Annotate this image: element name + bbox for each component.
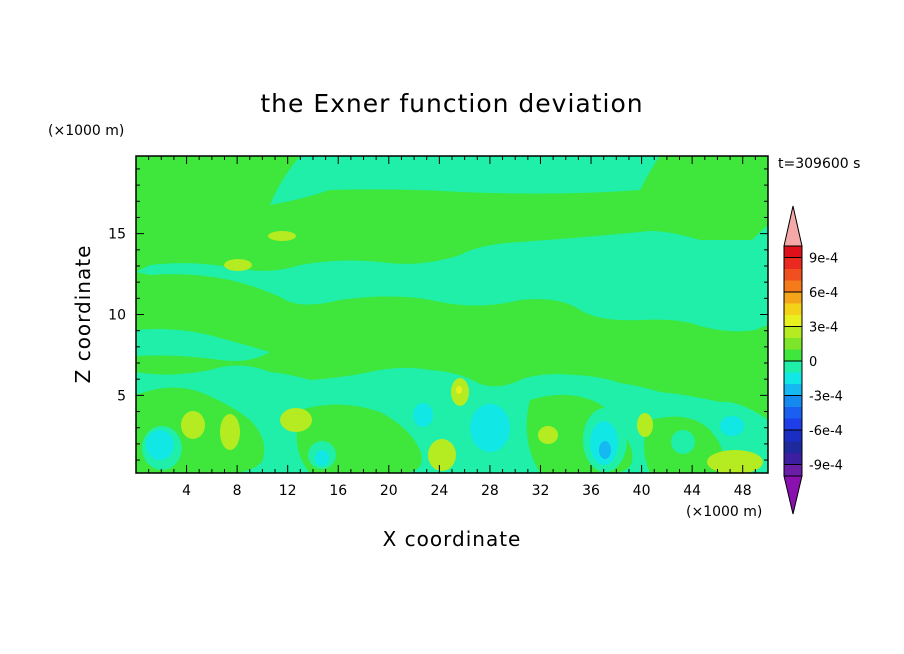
x-tick-label: 44 (683, 483, 701, 499)
x-tick-label: 20 (380, 483, 398, 499)
colorbar-label: 6e-4 (809, 286, 838, 301)
colorbar-swatch (784, 246, 802, 258)
middle-positive-band (136, 272, 768, 420)
cell-2 (224, 259, 252, 271)
colorbar-swatch (784, 349, 802, 361)
colorbar-swatch (784, 303, 802, 315)
colorbar-swatch (784, 430, 802, 442)
y-tick-label: 10 (108, 308, 126, 324)
colorbar-label: 9e-4 (809, 252, 838, 267)
y-tick-label: 5 (117, 388, 126, 404)
cell-9 (637, 413, 653, 437)
cell-18 (671, 430, 695, 454)
chart-title: the Exner function deviation (260, 89, 643, 118)
colorbar-swatch (784, 326, 802, 338)
colorbar-swatch (784, 395, 802, 407)
x-tick-label: 4 (182, 483, 191, 499)
right-side-negative (690, 250, 768, 303)
colorbar-under-arrow (783, 475, 803, 515)
cell-25 (720, 416, 744, 436)
x-tick-label: 48 (734, 483, 752, 499)
y-unit-label: (×1000 m) (48, 123, 124, 139)
contour-field (136, 156, 768, 473)
x-tick-label: 32 (532, 483, 550, 499)
cell-4 (220, 414, 240, 450)
x-tick-label: 12 (279, 483, 297, 499)
colorbar-swatch (784, 269, 802, 281)
x-tick-label: 8 (233, 483, 242, 499)
cell-5 (280, 408, 312, 432)
colorbar-label: -3e-4 (809, 390, 843, 405)
y-axis: 5 10 15 (108, 168, 768, 461)
x-tick-label: 36 (582, 483, 600, 499)
cell-21 (413, 403, 433, 427)
colorbar-label: -6e-4 (809, 424, 843, 439)
x-axis: 4 8 12 16 20 24 28 32 36 40 44 48 (148, 156, 756, 499)
mid-gap-negative (285, 255, 723, 315)
colorbar-swatch (784, 257, 802, 269)
colorbar-swatch (784, 292, 802, 304)
cell-7 (428, 439, 456, 471)
colorbar-label: 3e-4 (809, 321, 838, 336)
colorbar-swatch (784, 280, 802, 292)
x-unit-label: (×1000 m) (686, 504, 762, 520)
colorbar-swatch (784, 453, 802, 465)
x-tick-label: 24 (430, 483, 448, 499)
colorbar-label: 0 (809, 355, 817, 370)
x-axis-label: X coordinate (383, 527, 522, 551)
colorbar-label: -9e-4 (809, 459, 843, 474)
colorbar-swatch (784, 384, 802, 396)
cell-20 (146, 430, 174, 460)
cell-11 (456, 386, 462, 394)
x-tick-label: 28 (481, 483, 499, 499)
upper-positive-region (136, 156, 768, 272)
cell-26 (599, 441, 611, 459)
cell-10 (707, 450, 763, 473)
x-tick-label: 16 (329, 483, 347, 499)
left-mid-negative (136, 329, 270, 361)
colorbar-over-arrow (783, 205, 803, 247)
cell-19 (206, 345, 218, 355)
cell-3 (181, 411, 205, 439)
colorbar-swatch (784, 407, 802, 419)
colorbar-swatch (784, 464, 802, 476)
cell-1 (268, 231, 296, 241)
colorbar-swatch (784, 315, 802, 327)
colorbar-swatch (784, 338, 802, 350)
colorbar-swatch (784, 361, 802, 373)
cell-8 (538, 426, 558, 444)
y-tick-label: 15 (108, 227, 126, 243)
cell-24 (315, 450, 329, 466)
colorbar-swatch (784, 372, 802, 384)
cell-22 (470, 404, 510, 452)
time-label: t=309600 s (778, 156, 860, 172)
colorbar-swatch (784, 441, 802, 453)
y-axis-label: Z coordinate (71, 245, 95, 384)
x-tick-label: 40 (633, 483, 651, 499)
colorbar: 9e-4 6e-4 3e-4 0 -3e-4 -6e-4 -9e-4 (783, 205, 843, 515)
colorbar-swatch (784, 418, 802, 430)
